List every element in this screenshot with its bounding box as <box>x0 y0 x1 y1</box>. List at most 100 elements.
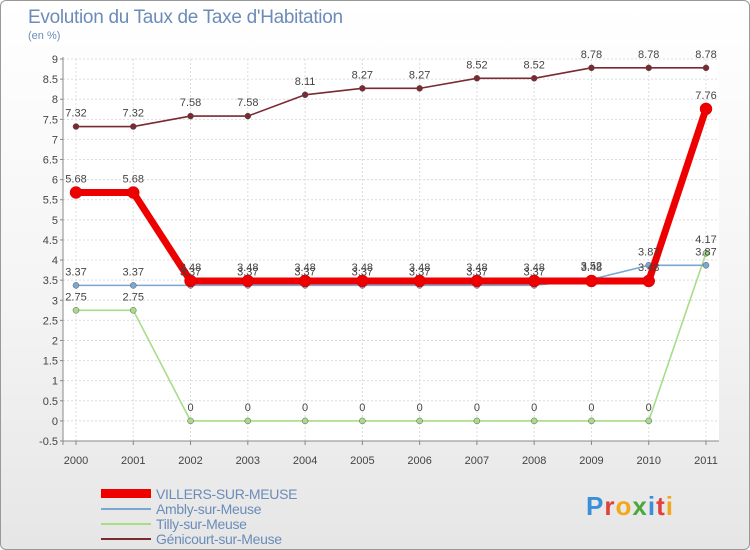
data-point <box>298 274 312 288</box>
x-tick-label: 2000 <box>64 455 88 467</box>
data-label: 2.75 <box>65 291 86 303</box>
data-point <box>244 112 252 120</box>
data-label: 8.78 <box>695 49 716 61</box>
data-point <box>702 262 710 269</box>
data-label: 0 <box>245 402 251 414</box>
data-point <box>359 417 366 425</box>
data-label: 0 <box>302 402 308 414</box>
data-label: 3.48 <box>523 262 544 274</box>
data-label: 4.17 <box>695 234 716 246</box>
data-label: 3.37 <box>180 266 201 278</box>
data-label: 0 <box>588 402 594 414</box>
series-line-ambly-sur-meuse <box>75 264 707 287</box>
legend-swatch-genicourt <box>101 538 151 540</box>
legend-swatch-ambly <box>101 508 151 510</box>
data-point <box>416 417 423 425</box>
logo-letter: o <box>615 491 633 521</box>
legend-swatch-villers <box>101 489 151 498</box>
data-label: 3.37 <box>352 266 373 278</box>
data-point <box>72 307 80 314</box>
data-label: 8.27 <box>409 69 430 81</box>
data-point <box>416 85 423 92</box>
data-label: 5.68 <box>65 173 86 185</box>
x-tick-label: 2010 <box>636 455 660 467</box>
data-point <box>530 75 538 82</box>
data-point <box>130 282 137 289</box>
legend-label-genicourt: Génicourt-sur-Meuse <box>156 531 282 547</box>
data-point <box>645 417 652 425</box>
data-point <box>244 417 252 425</box>
data-point <box>470 274 484 288</box>
data-point <box>301 417 309 425</box>
data-point <box>585 274 598 288</box>
data-label: 3.52 <box>581 260 602 272</box>
logo-letter: P <box>586 491 605 521</box>
data-point <box>184 274 197 288</box>
data-point <box>130 123 137 130</box>
data-point <box>72 282 80 289</box>
y-tick-label: 2 <box>52 335 58 347</box>
data-label: 3.37 <box>65 266 86 278</box>
data-point <box>473 75 481 82</box>
y-tick-label: 5.5 <box>43 195 58 207</box>
y-tick-label: -0.5 <box>39 436 58 448</box>
proxiti-logo: Proxiti <box>586 491 674 522</box>
series-line-villers-sur-meuse <box>72 105 710 285</box>
y-tick-label: 6 <box>52 175 58 187</box>
x-tick-label: 2008 <box>522 455 546 467</box>
data-label: 7.32 <box>123 108 144 120</box>
data-point <box>241 274 255 288</box>
data-label: 0 <box>646 402 652 414</box>
logo-letter: i <box>647 491 657 521</box>
y-tick-label: 6.5 <box>43 155 58 167</box>
logo-letter: i <box>665 491 674 521</box>
legend-label-tilly: Tilly-sur-Meuse <box>156 516 247 532</box>
data-label: 2.75 <box>123 291 144 303</box>
y-tick-label: 8.5 <box>43 74 58 86</box>
data-label: 0 <box>417 402 423 414</box>
data-point <box>130 307 137 314</box>
data-label: 3.48 <box>638 262 659 274</box>
x-tick-label: 2002 <box>178 455 202 467</box>
data-point <box>72 123 80 130</box>
series-line-génicourt-sur-meuse <box>75 67 707 128</box>
data-point <box>699 102 713 116</box>
data-label: 7.58 <box>237 97 258 109</box>
data-point <box>530 417 538 425</box>
data-point <box>473 417 481 425</box>
data-label: 3.37 <box>523 266 544 278</box>
data-label: 0 <box>359 402 365 414</box>
y-tick-label: 3 <box>52 295 58 307</box>
legend-label-villers: VILLERS-SUR-MEUSE <box>156 486 298 502</box>
data-point <box>588 417 595 425</box>
data-point <box>588 64 595 72</box>
data-label: 3.48 <box>180 262 201 274</box>
data-label: 0 <box>531 402 537 414</box>
y-tick-label: 0.5 <box>43 396 58 408</box>
x-tick-label: 2005 <box>350 455 374 467</box>
logo-letter: x <box>632 491 648 521</box>
data-label: 7.58 <box>180 97 201 109</box>
y-tick-label: 2.5 <box>43 315 58 327</box>
data-label: 7.76 <box>695 90 716 102</box>
data-point <box>359 85 366 92</box>
data-label: 8.52 <box>523 59 544 71</box>
data-label: 3.48 <box>352 262 373 274</box>
y-tick-label: 4 <box>52 255 58 267</box>
data-label: 8.78 <box>638 49 659 61</box>
data-label: 5.68 <box>123 173 144 185</box>
y-tick-label: 7 <box>52 134 58 146</box>
data-point <box>69 186 83 199</box>
y-tick-label: 3.5 <box>43 275 58 287</box>
legend-label-ambly: Ambly-sur-Meuse <box>156 501 262 517</box>
data-label: 7.32 <box>65 108 86 120</box>
data-point <box>127 186 140 199</box>
series-line-tilly-sur-meuse <box>75 252 707 422</box>
data-label: 8.78 <box>581 49 602 61</box>
data-label: 3.87 <box>695 246 716 258</box>
y-tick-label: 8 <box>52 94 58 106</box>
y-tick-label: 1 <box>52 376 58 388</box>
data-point <box>527 274 541 288</box>
